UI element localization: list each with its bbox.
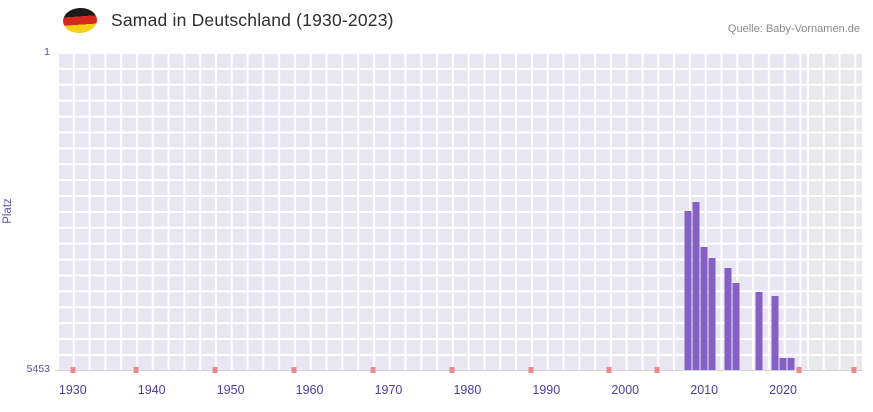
german-flag-icon xyxy=(62,6,98,35)
y-axis-title-text: Platz xyxy=(2,198,15,224)
rank-bar-2020 xyxy=(779,358,787,370)
rank-bar-2011 xyxy=(708,257,716,370)
x-axis-label-1980: 1980 xyxy=(453,383,482,397)
x-axis-line xyxy=(55,370,862,371)
rank-bar-2008 xyxy=(684,211,692,370)
chart-header: Samad in Deutschland (1930-2023) xyxy=(62,6,394,35)
y-axis-tick-top: 1 xyxy=(44,46,50,58)
no-data-ticks-row xyxy=(57,367,862,374)
rank-bar-2014 xyxy=(732,282,740,370)
out-of-range-band xyxy=(806,52,862,370)
rank-bar-2017 xyxy=(755,291,763,370)
x-axis-label-1950: 1950 xyxy=(216,383,245,397)
no-data-tick-2004 xyxy=(654,367,660,373)
x-axis-label-1930: 1930 xyxy=(58,383,87,397)
no-data-tick-1988 xyxy=(528,367,534,373)
no-data-tick-2022 xyxy=(796,367,802,373)
x-axis-label-1940: 1940 xyxy=(137,383,166,397)
no-data-tick-1948 xyxy=(212,367,218,373)
source-attribution: Quelle: Baby-Vornamen.de xyxy=(727,23,860,35)
rank-bar-2010 xyxy=(700,247,708,370)
x-axis-label-2010: 2010 xyxy=(690,383,719,397)
no-data-tick-1998 xyxy=(606,367,612,373)
no-data-tick-2029 xyxy=(851,367,857,373)
rank-bar-2019 xyxy=(771,296,779,370)
y-axis-tick-bottom: 5453 xyxy=(26,363,50,375)
x-axis-label-1970: 1970 xyxy=(374,383,403,397)
no-data-tick-1978 xyxy=(449,367,455,373)
rank-bar-2009 xyxy=(692,202,700,370)
no-data-tick-1930 xyxy=(70,367,76,373)
x-axis-label-2000: 2000 xyxy=(611,383,640,397)
rank-bar-2021 xyxy=(787,358,795,370)
y-axis-title: Platz xyxy=(0,52,16,370)
rank-bar-2013 xyxy=(724,268,732,370)
no-data-tick-1938 xyxy=(133,367,139,373)
plot-area xyxy=(57,52,862,370)
page-title: Samad in Deutschland (1930-2023) xyxy=(111,10,394,30)
no-data-tick-1968 xyxy=(370,367,376,373)
no-data-tick-1958 xyxy=(291,367,297,373)
x-axis-label-1960: 1960 xyxy=(295,383,324,397)
x-axis-label-1990: 1990 xyxy=(532,383,561,397)
x-axis-labels-row: 1930 1940 1950 1960 1970 1980 1990 2000 2010 2020 xyxy=(57,383,862,399)
x-axis-label-2020: 2020 xyxy=(769,383,797,397)
